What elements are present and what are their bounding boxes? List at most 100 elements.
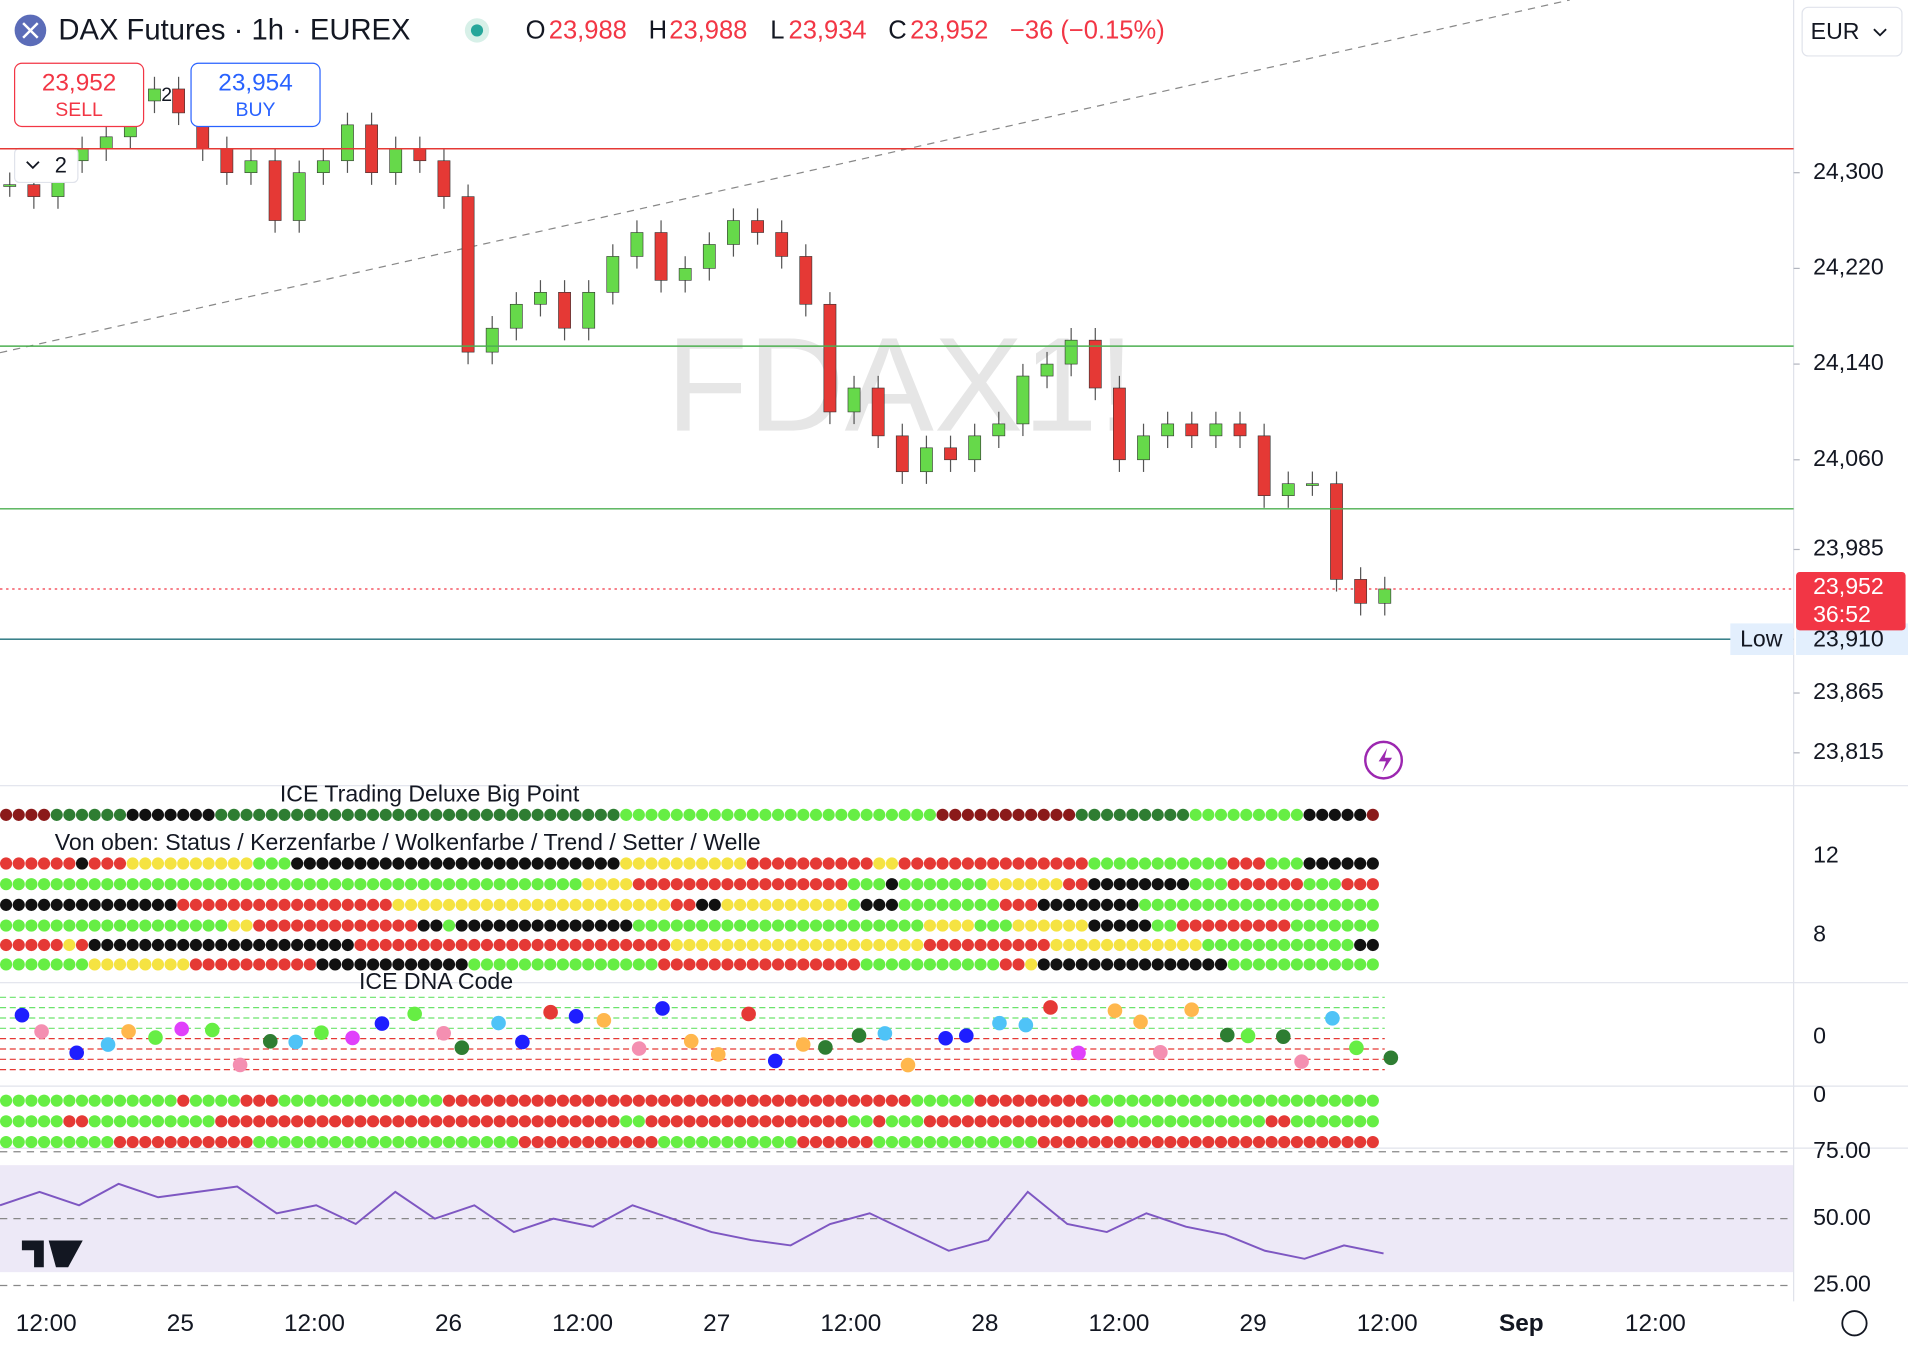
status-dot [12, 808, 25, 821]
status-dot [164, 857, 177, 870]
status-dot [430, 958, 443, 971]
status-dot [50, 1115, 63, 1128]
status-dot [113, 808, 127, 821]
status-dot [1025, 898, 1038, 911]
status-dot [607, 898, 620, 911]
status-dot [177, 1094, 190, 1107]
status-dot [126, 878, 139, 891]
status-dot [468, 808, 481, 821]
status-dot [784, 1135, 797, 1149]
status-dot [835, 898, 848, 911]
status-dot [404, 878, 418, 891]
dna-dot [288, 1034, 304, 1050]
status-dot [1164, 958, 1177, 971]
status-dot [253, 1094, 266, 1107]
status-dot [670, 938, 683, 952]
status-dot [987, 878, 1000, 891]
status-dot [37, 1115, 51, 1128]
status-dot [721, 808, 734, 821]
status-dot [847, 958, 861, 971]
dna-dot [515, 1034, 530, 1050]
dna-dot [1240, 1028, 1256, 1044]
status-dot [341, 1135, 354, 1149]
status-dot [50, 938, 63, 952]
status-dot [1316, 878, 1329, 891]
caret [1873, 28, 1887, 37]
status-dot [126, 898, 139, 911]
candle-body [606, 256, 620, 293]
status-dot [303, 1135, 316, 1149]
status-dot [1075, 878, 1088, 891]
sell-button[interactable] [13, 62, 145, 128]
settings-button[interactable] [1841, 1310, 1868, 1337]
candle-body [1281, 483, 1295, 496]
dna-dot [174, 1021, 189, 1037]
status-dot [37, 919, 51, 932]
quantity-toggle[interactable] [13, 147, 79, 184]
status-dot [278, 857, 291, 870]
status-dot [696, 919, 709, 932]
status-dot [1278, 958, 1291, 971]
status-dot [696, 1135, 709, 1149]
status-dot [797, 808, 810, 821]
status-dot [759, 1135, 772, 1149]
status-dot [126, 919, 139, 932]
status-dot [936, 1135, 949, 1149]
status-dot [1113, 938, 1126, 952]
status-dot [455, 1115, 468, 1128]
status-dot [265, 938, 278, 952]
status-dot [1025, 938, 1038, 952]
status-dot [506, 898, 519, 911]
status-dot [379, 878, 392, 891]
status-dot [392, 938, 405, 952]
status-dot [37, 898, 51, 911]
status-dot [1164, 919, 1177, 932]
dna-dot [655, 1001, 670, 1016]
status-dot [480, 898, 494, 911]
status-dot [227, 898, 240, 911]
status-dot [1341, 1115, 1354, 1128]
status-dot [0, 919, 13, 932]
status-dot [1189, 898, 1202, 911]
currency: EUR [1811, 18, 1860, 44]
status-dot [949, 808, 962, 821]
candle-body [292, 172, 306, 221]
status-dot [354, 808, 367, 821]
status-dot [1354, 958, 1367, 971]
status-dot [544, 919, 557, 932]
status-dot [911, 919, 924, 932]
status-dot [569, 808, 582, 821]
status-dot [733, 919, 747, 932]
status-dot [341, 958, 354, 971]
status-dot [253, 808, 266, 821]
status-dot [417, 808, 430, 821]
status-dot [1227, 1094, 1240, 1107]
status-dot [480, 1094, 494, 1107]
status-dot [189, 919, 202, 932]
status-dot [493, 919, 506, 932]
last-price: 23,952 [1813, 573, 1884, 599]
status-dot [442, 958, 456, 971]
status-dot [999, 808, 1012, 821]
status-dot [63, 1115, 76, 1128]
caret [26, 161, 40, 170]
status-dot [835, 808, 848, 821]
status-dot [873, 958, 886, 971]
status-dot [544, 958, 557, 971]
candle-body [1209, 423, 1223, 437]
currency-button[interactable] [1801, 6, 1903, 57]
time-tick-label: 12:00 [820, 1310, 881, 1337]
status-dot [582, 898, 595, 911]
status-dot [1328, 1115, 1341, 1128]
status-dot [1214, 878, 1228, 891]
status-dot [506, 808, 519, 821]
candle-body [1040, 363, 1054, 377]
status-dot [923, 958, 936, 971]
status-dot [771, 898, 785, 911]
status-dot [974, 1094, 987, 1107]
status-dot [126, 1094, 139, 1107]
status-dot [961, 898, 974, 911]
buy-button[interactable] [190, 62, 321, 128]
status-dot [822, 857, 835, 870]
status-dot [1214, 958, 1228, 971]
